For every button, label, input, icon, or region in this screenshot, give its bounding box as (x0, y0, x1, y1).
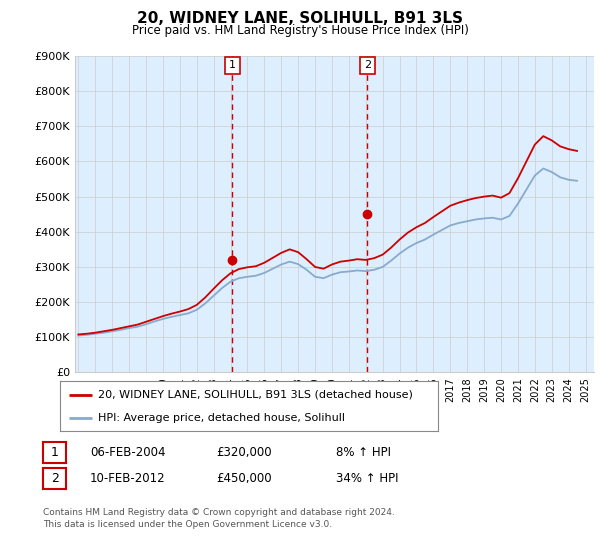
Text: £450,000: £450,000 (216, 472, 272, 486)
Text: Contains HM Land Registry data © Crown copyright and database right 2024.
This d: Contains HM Land Registry data © Crown c… (43, 508, 395, 529)
Text: £320,000: £320,000 (216, 446, 272, 459)
Text: 1: 1 (50, 446, 59, 459)
Text: 34% ↑ HPI: 34% ↑ HPI (336, 472, 398, 486)
Text: 20, WIDNEY LANE, SOLIHULL, B91 3LS (detached house): 20, WIDNEY LANE, SOLIHULL, B91 3LS (deta… (98, 390, 413, 400)
Text: 2: 2 (50, 472, 59, 486)
Text: 2: 2 (364, 60, 371, 71)
Text: 20, WIDNEY LANE, SOLIHULL, B91 3LS: 20, WIDNEY LANE, SOLIHULL, B91 3LS (137, 11, 463, 26)
Text: 10-FEB-2012: 10-FEB-2012 (90, 472, 166, 486)
Text: Price paid vs. HM Land Registry's House Price Index (HPI): Price paid vs. HM Land Registry's House … (131, 24, 469, 36)
Text: 1: 1 (229, 60, 236, 71)
Text: 06-FEB-2004: 06-FEB-2004 (90, 446, 166, 459)
Text: 8% ↑ HPI: 8% ↑ HPI (336, 446, 391, 459)
Text: HPI: Average price, detached house, Solihull: HPI: Average price, detached house, Soli… (98, 413, 345, 423)
